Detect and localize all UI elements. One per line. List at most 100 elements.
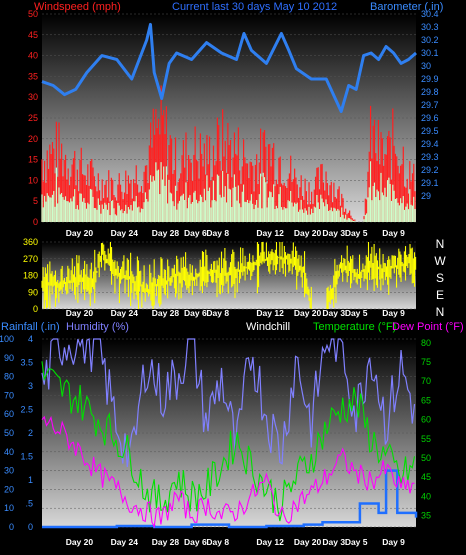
- windspeed-tick: 10: [28, 175, 38, 185]
- barometer-axis-ticks: 29 29.1 29.2 29.3 29.4 29.5 29.6 29.7 29.8 29.9 30…: [421, 9, 439, 201]
- barometer-tick: 29.7: [421, 100, 439, 110]
- humidity-tick: 80: [4, 372, 14, 382]
- barometer-tick: 29.5: [421, 126, 439, 136]
- x-tick-label: Day 20: [66, 228, 94, 238]
- x-tick-label: Day 20: [294, 537, 322, 547]
- rainfall-tick: .5: [25, 499, 33, 509]
- humidity-tick: 60: [4, 409, 14, 419]
- temperature-tick: 50: [421, 453, 431, 463]
- windchill-label: Windchill: [246, 321, 290, 333]
- x-tick-label: Day 9: [382, 228, 405, 238]
- barometer-tick: 30.2: [421, 35, 439, 45]
- rainfall-line: [42, 469, 418, 529]
- windspeed-tick: 40: [28, 51, 38, 61]
- barometer-tick: 30: [421, 61, 431, 71]
- x-tick-label: Day 24: [111, 537, 139, 547]
- temperature-tick: 75: [421, 357, 431, 367]
- barometer-tick: 29.4: [421, 139, 439, 149]
- compass-letter: N: [436, 305, 445, 319]
- compass-letter: S: [436, 271, 444, 285]
- humidity-series: [41, 338, 416, 468]
- rainfall-tick: 3.5: [20, 358, 33, 368]
- windspeed-tick: 50: [28, 9, 38, 19]
- humidity-tick: 100: [0, 334, 14, 344]
- barometer-tick: 30.3: [421, 22, 439, 32]
- temperature-tick: 70: [421, 376, 431, 386]
- temperature-tick: 60: [421, 415, 431, 425]
- windspeed-axis-label: Windspeed (mph): [34, 1, 121, 13]
- humidity-line: [41, 338, 416, 468]
- rainfall-tick: 2: [28, 428, 33, 438]
- x-tick-label: Day 8: [206, 228, 229, 238]
- rainfall-tick: 4: [28, 334, 33, 344]
- x-tick-label: Day 9: [382, 308, 405, 318]
- x-tick-label: Day 12: [256, 308, 284, 318]
- windspeed-tick: 25: [28, 113, 38, 123]
- barometer-series: [41, 22, 417, 113]
- humidity-axis-label: Humidity (%): [66, 321, 129, 333]
- x-tick-label: Day 28: [152, 537, 180, 547]
- humidity-tick: 40: [4, 447, 14, 457]
- dewpoint-axis-label: Dew Point (°F): [392, 321, 464, 333]
- rainfall-tick: 2.5: [20, 405, 33, 415]
- x-tick-label: Day 3: [322, 308, 345, 318]
- windspeed-series: [41, 85, 416, 222]
- barometer-tick: 29.1: [421, 178, 439, 188]
- x-tick-label: Day 6: [184, 228, 207, 238]
- windspeed-tick: 5: [33, 196, 38, 206]
- x-tick-label: Day 20: [66, 537, 94, 547]
- temperature-series: [41, 361, 416, 522]
- x-tick-label: Day 8: [206, 308, 229, 318]
- x-tick-label: Day 20: [294, 308, 322, 318]
- barometer-tick: 29: [421, 191, 431, 201]
- windspeed-tick: 0: [33, 217, 38, 227]
- wind-direction-series: [41, 242, 417, 309]
- x-tick-label: Day 12: [256, 228, 284, 238]
- dewpoint-line: [41, 415, 415, 529]
- direction-tick: 270: [23, 254, 38, 264]
- direction-axis-ticks: 0 90 180 270 360: [23, 237, 38, 314]
- humidity-tick: 90: [4, 353, 14, 363]
- chart-title: Current last 30 days May 10 2012: [172, 1, 337, 13]
- windspeed-tick: 30: [28, 92, 38, 102]
- barometer-line: [41, 22, 417, 113]
- temperature-axis-label: Temperature (°F): [313, 321, 396, 333]
- barometer-tick: 30.4: [421, 9, 439, 19]
- x-tick-label: Day 20: [66, 308, 94, 318]
- x-tick-label: Day 8: [206, 537, 229, 547]
- windspeed-tick: 15: [28, 155, 38, 165]
- barometer-tick: 29.6: [421, 113, 439, 123]
- barometer-tick: 29.8: [421, 87, 439, 97]
- humidity-tick: 10: [4, 503, 14, 513]
- humidity-tick: 30: [4, 466, 14, 476]
- x-tick-label: Day 5: [345, 537, 368, 547]
- windspeed-tick: 45: [28, 30, 38, 40]
- barometer-tick: 29.9: [421, 74, 439, 84]
- x-tick-label: Day 6: [184, 308, 207, 318]
- windspeed-axis-ticks: 0 5 10 15 20 25 30 35 40 45 50: [28, 9, 38, 227]
- temperature-tick: 45: [421, 472, 431, 482]
- x-tick-label: Day 3: [322, 537, 345, 547]
- rainfall-axis-label: Rainfall (.in): [1, 321, 60, 333]
- x-tick-label: Day 5: [345, 308, 368, 318]
- x-tick-label: Day 28: [152, 228, 180, 238]
- humidity-tick: 0: [9, 522, 14, 532]
- rainfall-tick: 0: [28, 522, 33, 532]
- rainfall-axis-ticks: 0 .5 1 1.5 2 2.5 3 3.5 4: [20, 334, 33, 532]
- direction-tick: 180: [23, 271, 38, 281]
- temperature-axis-ticks: 35 40 45 50 55 60 65 70 75 80: [421, 338, 431, 521]
- compass-letter: E: [436, 288, 444, 302]
- direction-tick: 0: [33, 304, 38, 314]
- direction-tick: 360: [23, 237, 38, 247]
- x-tick-label: Day 6: [184, 537, 207, 547]
- rainfall-tick: 1: [28, 475, 33, 485]
- humidity-tick: 50: [4, 428, 14, 438]
- x-tick-label: Day 9: [382, 537, 405, 547]
- x-tick-label: Day 5: [345, 228, 368, 238]
- temperature-tick: 40: [421, 491, 431, 501]
- barometer-tick: 29.3: [421, 152, 439, 162]
- rainfall-tick: 3: [28, 381, 33, 391]
- compass-letter: N: [436, 237, 445, 251]
- barometer-tick: 29.2: [421, 165, 439, 175]
